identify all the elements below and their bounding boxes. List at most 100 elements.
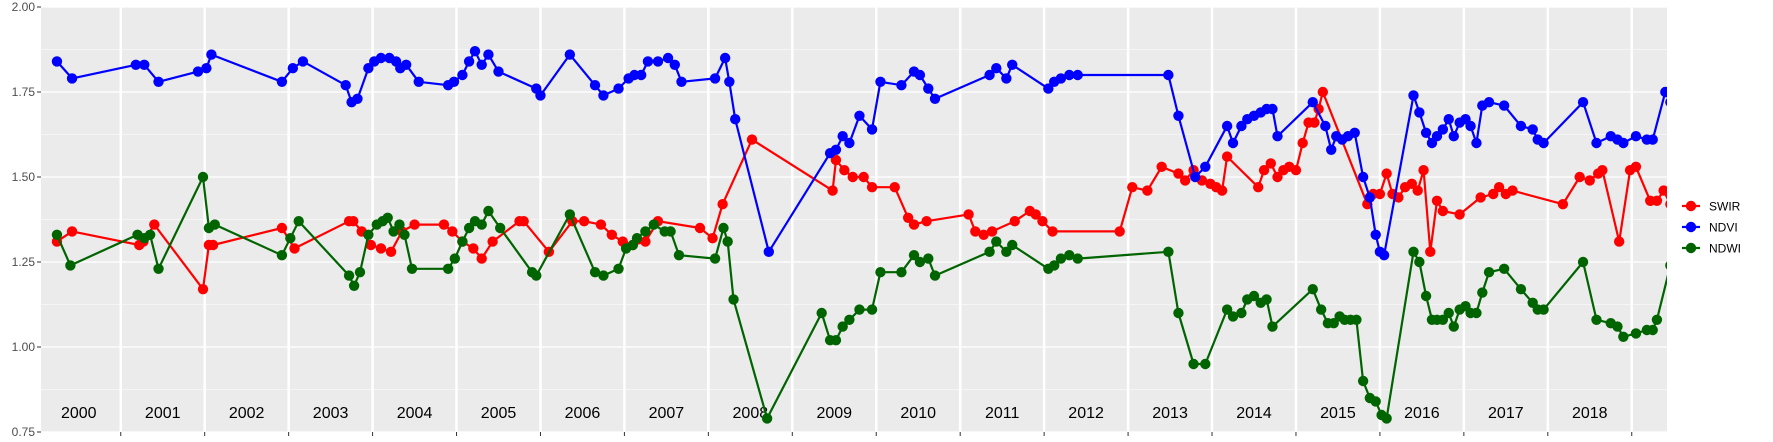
swir-point — [1437, 205, 1449, 217]
swir-point — [1290, 165, 1302, 176]
grid-lines — [41, 6, 1667, 433]
ndwi-point — [442, 263, 454, 274]
ndwi-point — [598, 270, 609, 281]
swir-point — [1665, 200, 1667, 209]
ndvi-point — [1618, 137, 1629, 149]
ndwi-point — [923, 253, 934, 264]
year-label: 2004 — [397, 405, 433, 422]
ndwi-point — [1630, 328, 1642, 339]
swir-point — [1613, 236, 1625, 247]
swir-point — [348, 216, 359, 227]
swir-point — [468, 243, 479, 254]
ndvi-point — [1465, 120, 1476, 132]
ndwi-point — [761, 413, 773, 424]
ndwi-point — [153, 263, 164, 274]
ndvi-point — [375, 52, 387, 64]
swir-point — [1584, 175, 1595, 186]
swir-point — [207, 239, 219, 251]
swir-point — [1156, 161, 1167, 172]
ndvi-point — [1538, 137, 1549, 149]
swir-point — [1651, 195, 1663, 206]
swir-point — [276, 222, 288, 234]
swir-point — [1216, 185, 1228, 196]
ndwi-point — [449, 253, 461, 264]
swir-point — [1418, 165, 1429, 176]
ndvi-point — [340, 80, 351, 91]
swir-point — [1574, 171, 1585, 183]
ndvi-point — [1221, 120, 1233, 132]
ndvi-point — [929, 93, 941, 105]
data-series — [51, 46, 1667, 424]
swir-point — [197, 284, 209, 295]
ndwi-point — [1612, 321, 1623, 332]
ndwi-point — [837, 321, 848, 332]
ndvi-point — [676, 76, 687, 88]
ndwi-point — [1261, 294, 1272, 305]
legend-item-ndwi: NDWI — [1682, 242, 1741, 256]
ndvi-point — [1007, 59, 1018, 70]
ndwi-point — [1001, 246, 1012, 257]
swir-point — [1488, 188, 1499, 200]
ndvi-point — [866, 124, 878, 135]
ndwi-point — [1477, 287, 1488, 298]
ndvi-point — [192, 66, 204, 77]
year-label: 2003 — [313, 405, 349, 422]
ndwi-point — [1236, 307, 1247, 319]
swir-point — [409, 219, 420, 230]
ndvi-point — [719, 52, 731, 64]
swir-point — [1493, 182, 1505, 193]
ndvi-point — [1163, 69, 1174, 81]
ndvi-point — [613, 83, 624, 94]
ndwi-point — [1591, 314, 1602, 325]
ndvi-point — [1326, 144, 1337, 155]
ndvi-point — [1267, 103, 1278, 115]
ndwi-point — [718, 222, 729, 234]
ndwi-point — [1443, 307, 1454, 319]
ndwi-point — [1408, 246, 1419, 257]
swir-point — [1047, 226, 1058, 237]
ndvi-point — [709, 73, 721, 84]
ndwi-point — [1357, 375, 1369, 387]
year-label: 2007 — [649, 405, 685, 422]
ndwi-point — [463, 222, 475, 234]
ndvi-point — [844, 137, 855, 149]
year-label: 2005 — [481, 405, 517, 422]
ndwi-point — [285, 233, 296, 244]
swir-point — [1507, 185, 1518, 196]
ndwi-point — [406, 263, 418, 274]
ndwi-point — [276, 250, 288, 261]
legend-label: SWIR — [1709, 200, 1741, 214]
ndvi-point — [763, 246, 774, 257]
ndwi-point — [844, 314, 855, 325]
swir-point — [827, 185, 838, 196]
year-label: 2011 — [985, 405, 1020, 422]
swir-point — [746, 134, 758, 145]
ndvi-point — [1647, 134, 1658, 145]
swir-point — [986, 226, 998, 237]
ndwi-point — [896, 267, 907, 278]
ndvi-point — [1200, 161, 1211, 172]
ndvi-point — [1064, 69, 1075, 81]
swir-point — [1030, 209, 1041, 220]
ndvi-point — [1665, 98, 1667, 107]
ndvi-point — [1072, 69, 1083, 81]
year-label: 2010 — [900, 405, 936, 422]
ndwi-point — [1163, 246, 1174, 257]
ndvi-point — [1378, 250, 1390, 261]
year-label: 2018 — [1572, 405, 1608, 422]
ndwi-point — [908, 250, 920, 261]
swir-point — [518, 216, 529, 227]
ndvi-point — [297, 56, 309, 67]
ndwi-point — [399, 229, 410, 240]
swir-point — [717, 199, 728, 210]
ndvi-point — [1055, 73, 1067, 84]
swir-point — [1179, 175, 1191, 186]
swir-point — [1297, 137, 1308, 149]
ndvi-point — [1498, 100, 1510, 111]
year-label: 2006 — [565, 405, 601, 422]
ndwi-point — [1618, 331, 1629, 342]
ndwi-point — [1315, 304, 1327, 315]
ndwi-point — [1665, 261, 1667, 270]
ndvi-point — [1431, 131, 1443, 142]
ndvi-point — [1577, 97, 1589, 108]
